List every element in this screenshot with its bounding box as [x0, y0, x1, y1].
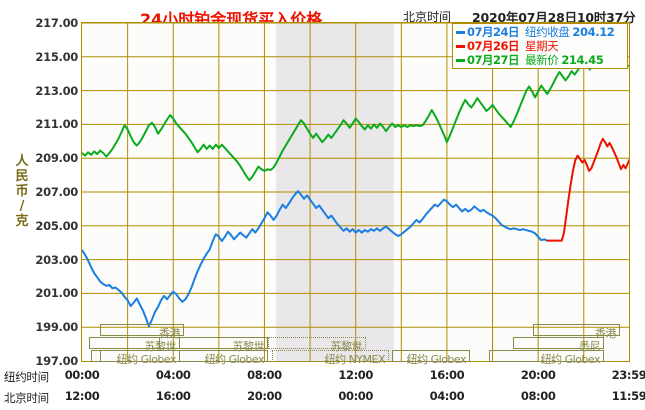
x-tick-label: 04:00 [429, 389, 465, 403]
session-label: 纽约 NYMEX [324, 353, 386, 366]
x-tick-label: 20:00 [247, 389, 282, 403]
session-bar [513, 337, 604, 349]
chart-plot-area [81, 22, 630, 362]
session-label: 纽约 Globex [406, 353, 467, 366]
x-axis-row2-label: 北京时间 [4, 391, 49, 405]
x-tick-label: 16:00 [155, 389, 191, 403]
legend-color-swatch [456, 44, 465, 48]
y-tick-label: 213.00 [35, 83, 78, 98]
x-tick-label: 20:00 [520, 368, 556, 382]
session-bar [89, 337, 180, 349]
legend-row: 07月24日 纽约收盘 204.12 [456, 25, 625, 39]
legend-row: 07月26日 星期天 [456, 39, 625, 53]
legend-note: 纽约收盘 [525, 25, 570, 39]
x-tick-label: 12:00 [338, 368, 373, 382]
session-label: 纽约 Globex [204, 353, 265, 366]
session-bar [489, 350, 604, 362]
y-tick-label: 207.00 [35, 185, 78, 199]
y-tick-label: 211.00 [35, 117, 78, 132]
y-tick-label: 217.00 [35, 16, 78, 30]
y-tick-label: 209.00 [35, 151, 78, 166]
header-timezone-label: 北京时间 [403, 10, 452, 24]
x-axis-row1-label: 纽约时间 [4, 370, 49, 384]
header-datetime: 2020年07月28日10时37分 [472, 10, 636, 25]
chart-svg [82, 23, 629, 361]
session-bar [100, 350, 268, 362]
session-bar [100, 324, 184, 336]
y-tick-label: 205.00 [35, 218, 78, 233]
session-label: 悉尼 [579, 340, 601, 353]
legend-value: 204.12 [572, 25, 615, 39]
x-tick-label: 12:00 [64, 389, 100, 403]
y-tick-label: 203.00 [35, 252, 78, 267]
series-line-07月27日 [82, 54, 629, 182]
session-bar [159, 337, 268, 349]
legend-note: 最新价 [525, 53, 559, 67]
y-tick-label: 201.00 [35, 286, 78, 301]
y-tick-label: 197.00 [35, 354, 78, 368]
session-bar [392, 350, 470, 362]
series-line-07月26日 [546, 137, 629, 242]
session-label: 苏黎世 [232, 340, 265, 353]
session-bar [272, 350, 389, 362]
session-label: 苏黎世 [144, 340, 177, 353]
x-tick-label: 08:00 [520, 389, 556, 403]
session-label: 苏黎世 [330, 340, 363, 353]
x-tick-label: 00:00 [338, 389, 373, 403]
session-label: 纽约 Globex [116, 353, 177, 366]
y-tick-label: 215.00 [35, 49, 78, 64]
session-label: 纽约 Globex [540, 353, 601, 366]
legend-date: 07月27日 [467, 53, 520, 67]
session-label: 香港 [595, 327, 617, 340]
x-tick-label: 23:59 [611, 368, 645, 382]
legend-color-swatch [456, 58, 465, 62]
x-tick-label: 16:00 [429, 368, 465, 382]
series-line-07月24日 [82, 190, 549, 328]
x-tick-label: 08:00 [247, 368, 282, 382]
chart-legend: 07月24日 纽约收盘 204.12 07月26日 星期天 07月27日 最新价 214.45 [452, 23, 628, 69]
legend-date: 07月24日 [467, 25, 520, 39]
legend-row: 07月27日 最新价 214.45 [456, 53, 625, 67]
legend-date: 07月26日 [467, 39, 520, 53]
x-tick-label: 00:00 [64, 368, 100, 382]
legend-note: 星期天 [525, 39, 559, 53]
session-bar [268, 337, 366, 349]
y-tick-label: 199.00 [35, 320, 78, 335]
session-bar [533, 324, 620, 336]
x-tick-label: 11:59 [611, 389, 645, 403]
legend-color-swatch [456, 30, 465, 34]
session-label: 香港 [159, 327, 181, 340]
y-axis-ticks: 217.00 215.00 213.00 211.00 209.00 207.00 205.… [28, 0, 78, 410]
x-tick-label: 04:00 [155, 368, 191, 382]
y-axis-label: 人民币 / 克 [15, 153, 29, 229]
legend-value: 214.45 [561, 53, 604, 67]
